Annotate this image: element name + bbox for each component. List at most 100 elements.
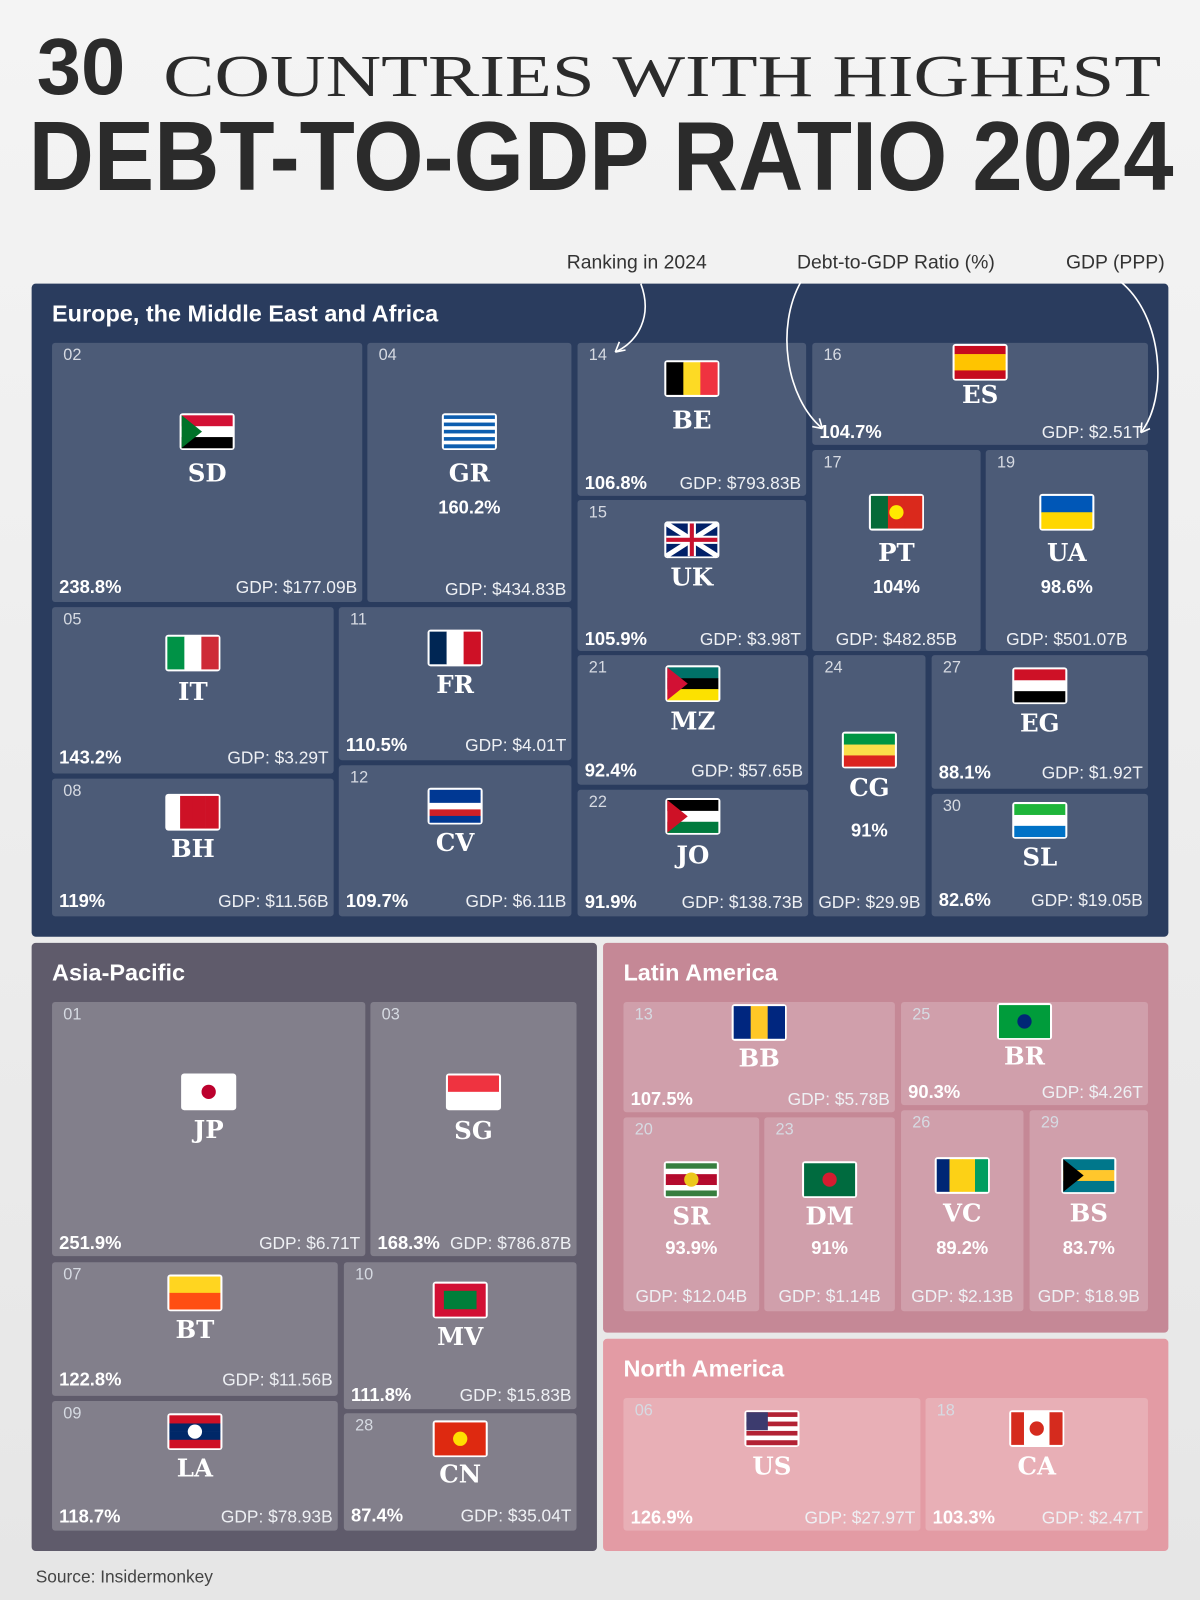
- flag-stripe: [167, 795, 181, 829]
- gdp: GDP: $57.65B: [691, 761, 803, 781]
- gdp: GDP: $482.85B: [836, 629, 957, 649]
- ratio: 118.7%: [59, 1505, 120, 1526]
- flag-stripe: [667, 810, 719, 823]
- gdp: GDP: $501.07B: [1006, 629, 1127, 649]
- gdp: GDP: $19.05B: [1031, 890, 1143, 910]
- flag-stripe: [169, 1415, 221, 1424]
- gdp: GDP: $1.92T: [1042, 763, 1144, 783]
- gdp: GDP: $6.11B: [466, 891, 567, 911]
- flag-stripe: [1049, 1412, 1063, 1445]
- country-tile: 19 UA 98.6% GDP: $501.07B: [985, 450, 1148, 652]
- ratio: 91%: [811, 1237, 848, 1258]
- flag-stripe: [429, 631, 447, 665]
- flag-stripe: [1014, 691, 1066, 703]
- gdp: GDP: $3.29T: [227, 747, 329, 767]
- tile: [901, 1110, 1024, 1312]
- rank: 04: [379, 346, 397, 364]
- region: Europe, the Middle East and Africa 02 SD 23…: [31, 283, 1169, 937]
- title-number: 30: [37, 22, 126, 111]
- flag-stripe: [1063, 1180, 1115, 1193]
- flag-stripe: [443, 437, 495, 442]
- country-code: BB: [738, 1043, 779, 1072]
- country-code: JO: [674, 840, 709, 869]
- ratio: 107.5%: [631, 1088, 693, 1109]
- flag-stripe: [1063, 1170, 1115, 1182]
- country-tile: 18 CA 103.3% GDP: $2.47T: [925, 1397, 1148, 1531]
- rank: 03: [382, 1005, 400, 1023]
- flag-stripe: [767, 1006, 785, 1039]
- flag-stripe: [843, 733, 895, 745]
- flag-stripe: [746, 1430, 798, 1436]
- country-code: LA: [177, 1454, 214, 1483]
- country-code: CA: [1018, 1451, 1057, 1480]
- tile: [577, 789, 809, 917]
- country-code: SR: [672, 1201, 711, 1230]
- flag-stripe: [700, 362, 718, 395]
- country-tile: 01 JP 251.9% GDP: $6.71T: [52, 1002, 366, 1257]
- flag-stripe: [443, 426, 495, 431]
- flag-stripe: [443, 440, 495, 445]
- flag-stripe: [184, 636, 202, 670]
- country-tile: 26 VC 89.2% GDP: $2.13B: [901, 1110, 1024, 1312]
- tile: [925, 1397, 1148, 1531]
- country-tile: 06 US 126.9% GDP: $27.97T: [623, 1397, 921, 1531]
- flag-stripe: [746, 1421, 798, 1427]
- flag-stripe: [447, 1075, 499, 1093]
- country-code: MZ: [670, 707, 715, 736]
- rank: 21: [589, 658, 607, 676]
- country-code: US: [752, 1451, 791, 1480]
- gdp: GDP: $4.26T: [1042, 1082, 1144, 1102]
- country-code: BH: [171, 834, 215, 863]
- flag-stripe: [843, 744, 895, 756]
- flag-stripe: [683, 362, 701, 395]
- country-tile: 07 BT 122.8% GDP: $11.56B: [52, 1262, 338, 1396]
- ratio: 126.9%: [631, 1506, 693, 1527]
- rank: 27: [943, 658, 961, 676]
- tile: [931, 655, 1148, 789]
- flag-emblem: [1029, 1421, 1044, 1436]
- region-title: North America: [623, 1356, 785, 1382]
- country-code: CV: [436, 828, 475, 857]
- flag-stripe: [447, 1091, 499, 1109]
- country-tile: 03 SG 168.3% GDP: $786.87B: [370, 1002, 577, 1257]
- flag-stripe: [667, 689, 719, 701]
- region-title: Latin America: [623, 960, 778, 986]
- arrow-head: [1140, 422, 1151, 434]
- flag-stripe: [192, 795, 206, 829]
- ratio: 104.7%: [819, 421, 881, 442]
- ratio: 105.9%: [585, 628, 647, 649]
- country-code: SD: [188, 459, 227, 488]
- flag-stripe: [429, 789, 481, 797]
- gdp: GDP: $434.83B: [445, 579, 566, 599]
- flag-stripe: [181, 437, 233, 449]
- flag-stripe: [750, 1006, 768, 1039]
- tile: [52, 1401, 338, 1531]
- flag-stripe: [1011, 1412, 1025, 1445]
- ratio: 106.8%: [585, 472, 647, 493]
- ratio: 88.1%: [939, 762, 991, 783]
- flag-stripe: [843, 755, 895, 767]
- region-panel: [603, 1338, 1169, 1552]
- flag-stripe: [205, 795, 219, 829]
- flag-emblem: [453, 1431, 468, 1446]
- country-tile: 28 CN 87.4% GDP: $35.04T: [343, 1413, 577, 1531]
- gdp: GDP: $15.83B: [460, 1385, 572, 1405]
- ratio: 251.9%: [59, 1232, 121, 1253]
- country-code: BE: [672, 406, 711, 435]
- flag-stripe: [667, 800, 719, 812]
- country-code: JP: [192, 1115, 224, 1144]
- flag-stripe: [167, 636, 185, 670]
- ratio: 110.5%: [346, 734, 407, 755]
- tile: [343, 1262, 577, 1410]
- country-tile: 08 BH 119% GDP: $11.56B: [52, 778, 334, 917]
- legend-rank: Ranking in 2024: [567, 251, 707, 273]
- flag-stripe: [1014, 814, 1066, 827]
- rank: 12: [350, 769, 368, 787]
- flag-stripe: [429, 796, 481, 804]
- tile: [52, 607, 334, 774]
- tile: [577, 655, 809, 785]
- rank: 14: [589, 346, 607, 364]
- rank: 20: [635, 1121, 653, 1139]
- gdp: GDP: $11.56B: [222, 1370, 332, 1390]
